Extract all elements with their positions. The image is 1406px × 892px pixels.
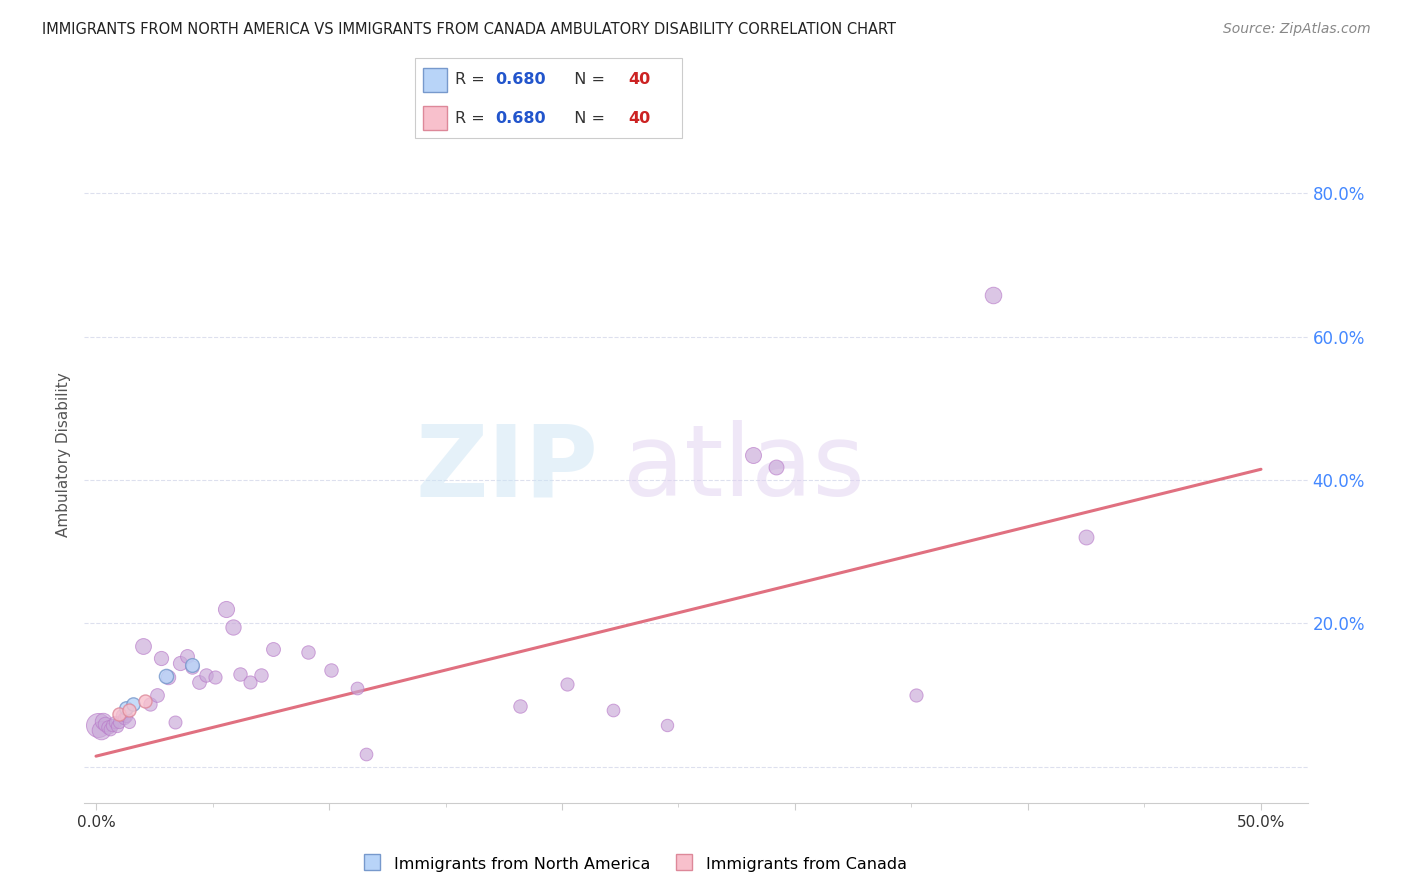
Point: [297, 645, 319, 659]
Text: 0.680: 0.680: [495, 111, 546, 126]
Point: [122, 697, 145, 711]
Point: [180, 659, 202, 673]
Point: [222, 620, 245, 634]
FancyBboxPatch shape: [423, 106, 447, 130]
Point: [655, 718, 678, 732]
Text: IMMIGRANTS FROM NORTH AMERICA VS IMMIGRANTS FROM CANADA AMBULATORY DISABILITY CO: IMMIGRANTS FROM NORTH AMERICA VS IMMIGRA…: [42, 22, 896, 37]
Point: [87, 718, 110, 732]
Point: [145, 688, 167, 702]
Point: [602, 702, 624, 716]
Point: [138, 697, 160, 711]
Point: [239, 675, 262, 690]
Text: Source: ZipAtlas.com: Source: ZipAtlas.com: [1223, 22, 1371, 37]
Point: [180, 658, 202, 673]
Point: [905, 688, 928, 702]
Point: [321, 663, 343, 677]
Point: [555, 677, 578, 691]
Point: [187, 675, 209, 690]
Point: [742, 448, 765, 462]
Legend: Immigrants from North America, Immigrants from Canada: Immigrants from North America, Immigrant…: [356, 849, 914, 879]
Y-axis label: Ambulatory Disability: Ambulatory Disability: [56, 373, 72, 537]
Point: [346, 681, 368, 695]
Point: [131, 640, 153, 654]
Point: [215, 602, 238, 616]
Point: [101, 718, 124, 732]
FancyBboxPatch shape: [423, 68, 447, 92]
Point: [262, 641, 284, 656]
Point: [111, 708, 134, 723]
Text: 40: 40: [628, 111, 651, 126]
Point: [169, 656, 191, 670]
Point: [108, 714, 131, 729]
Text: ZIP: ZIP: [415, 420, 598, 517]
Point: [194, 668, 217, 682]
Point: [115, 709, 138, 723]
Text: R =: R =: [456, 72, 489, 87]
Point: [356, 747, 378, 761]
Text: N =: N =: [564, 111, 610, 126]
Text: N =: N =: [564, 72, 610, 87]
Point: [150, 651, 173, 665]
Point: [97, 720, 120, 734]
Point: [176, 648, 198, 663]
Point: [250, 668, 273, 682]
Point: [765, 460, 787, 475]
Point: [117, 702, 139, 716]
Point: [112, 711, 135, 725]
Point: [108, 706, 131, 721]
Text: R =: R =: [456, 111, 489, 126]
Point: [509, 698, 531, 713]
Point: [91, 714, 114, 728]
Point: [105, 719, 128, 733]
Point: [204, 670, 226, 684]
Point: [134, 694, 156, 708]
Point: [98, 722, 121, 736]
Text: 0.680: 0.680: [495, 72, 546, 87]
Point: [165, 715, 187, 730]
Text: 40: 40: [628, 72, 651, 87]
Point: [155, 669, 177, 683]
FancyBboxPatch shape: [415, 58, 682, 138]
Point: [1076, 530, 1098, 544]
Text: atlas: atlas: [623, 420, 865, 517]
Point: [115, 701, 138, 715]
Point: [981, 288, 1004, 302]
Point: [229, 666, 252, 681]
Point: [104, 715, 127, 730]
Point: [117, 715, 139, 730]
Point: [94, 717, 117, 731]
Point: [157, 670, 180, 684]
Point: [90, 723, 112, 737]
